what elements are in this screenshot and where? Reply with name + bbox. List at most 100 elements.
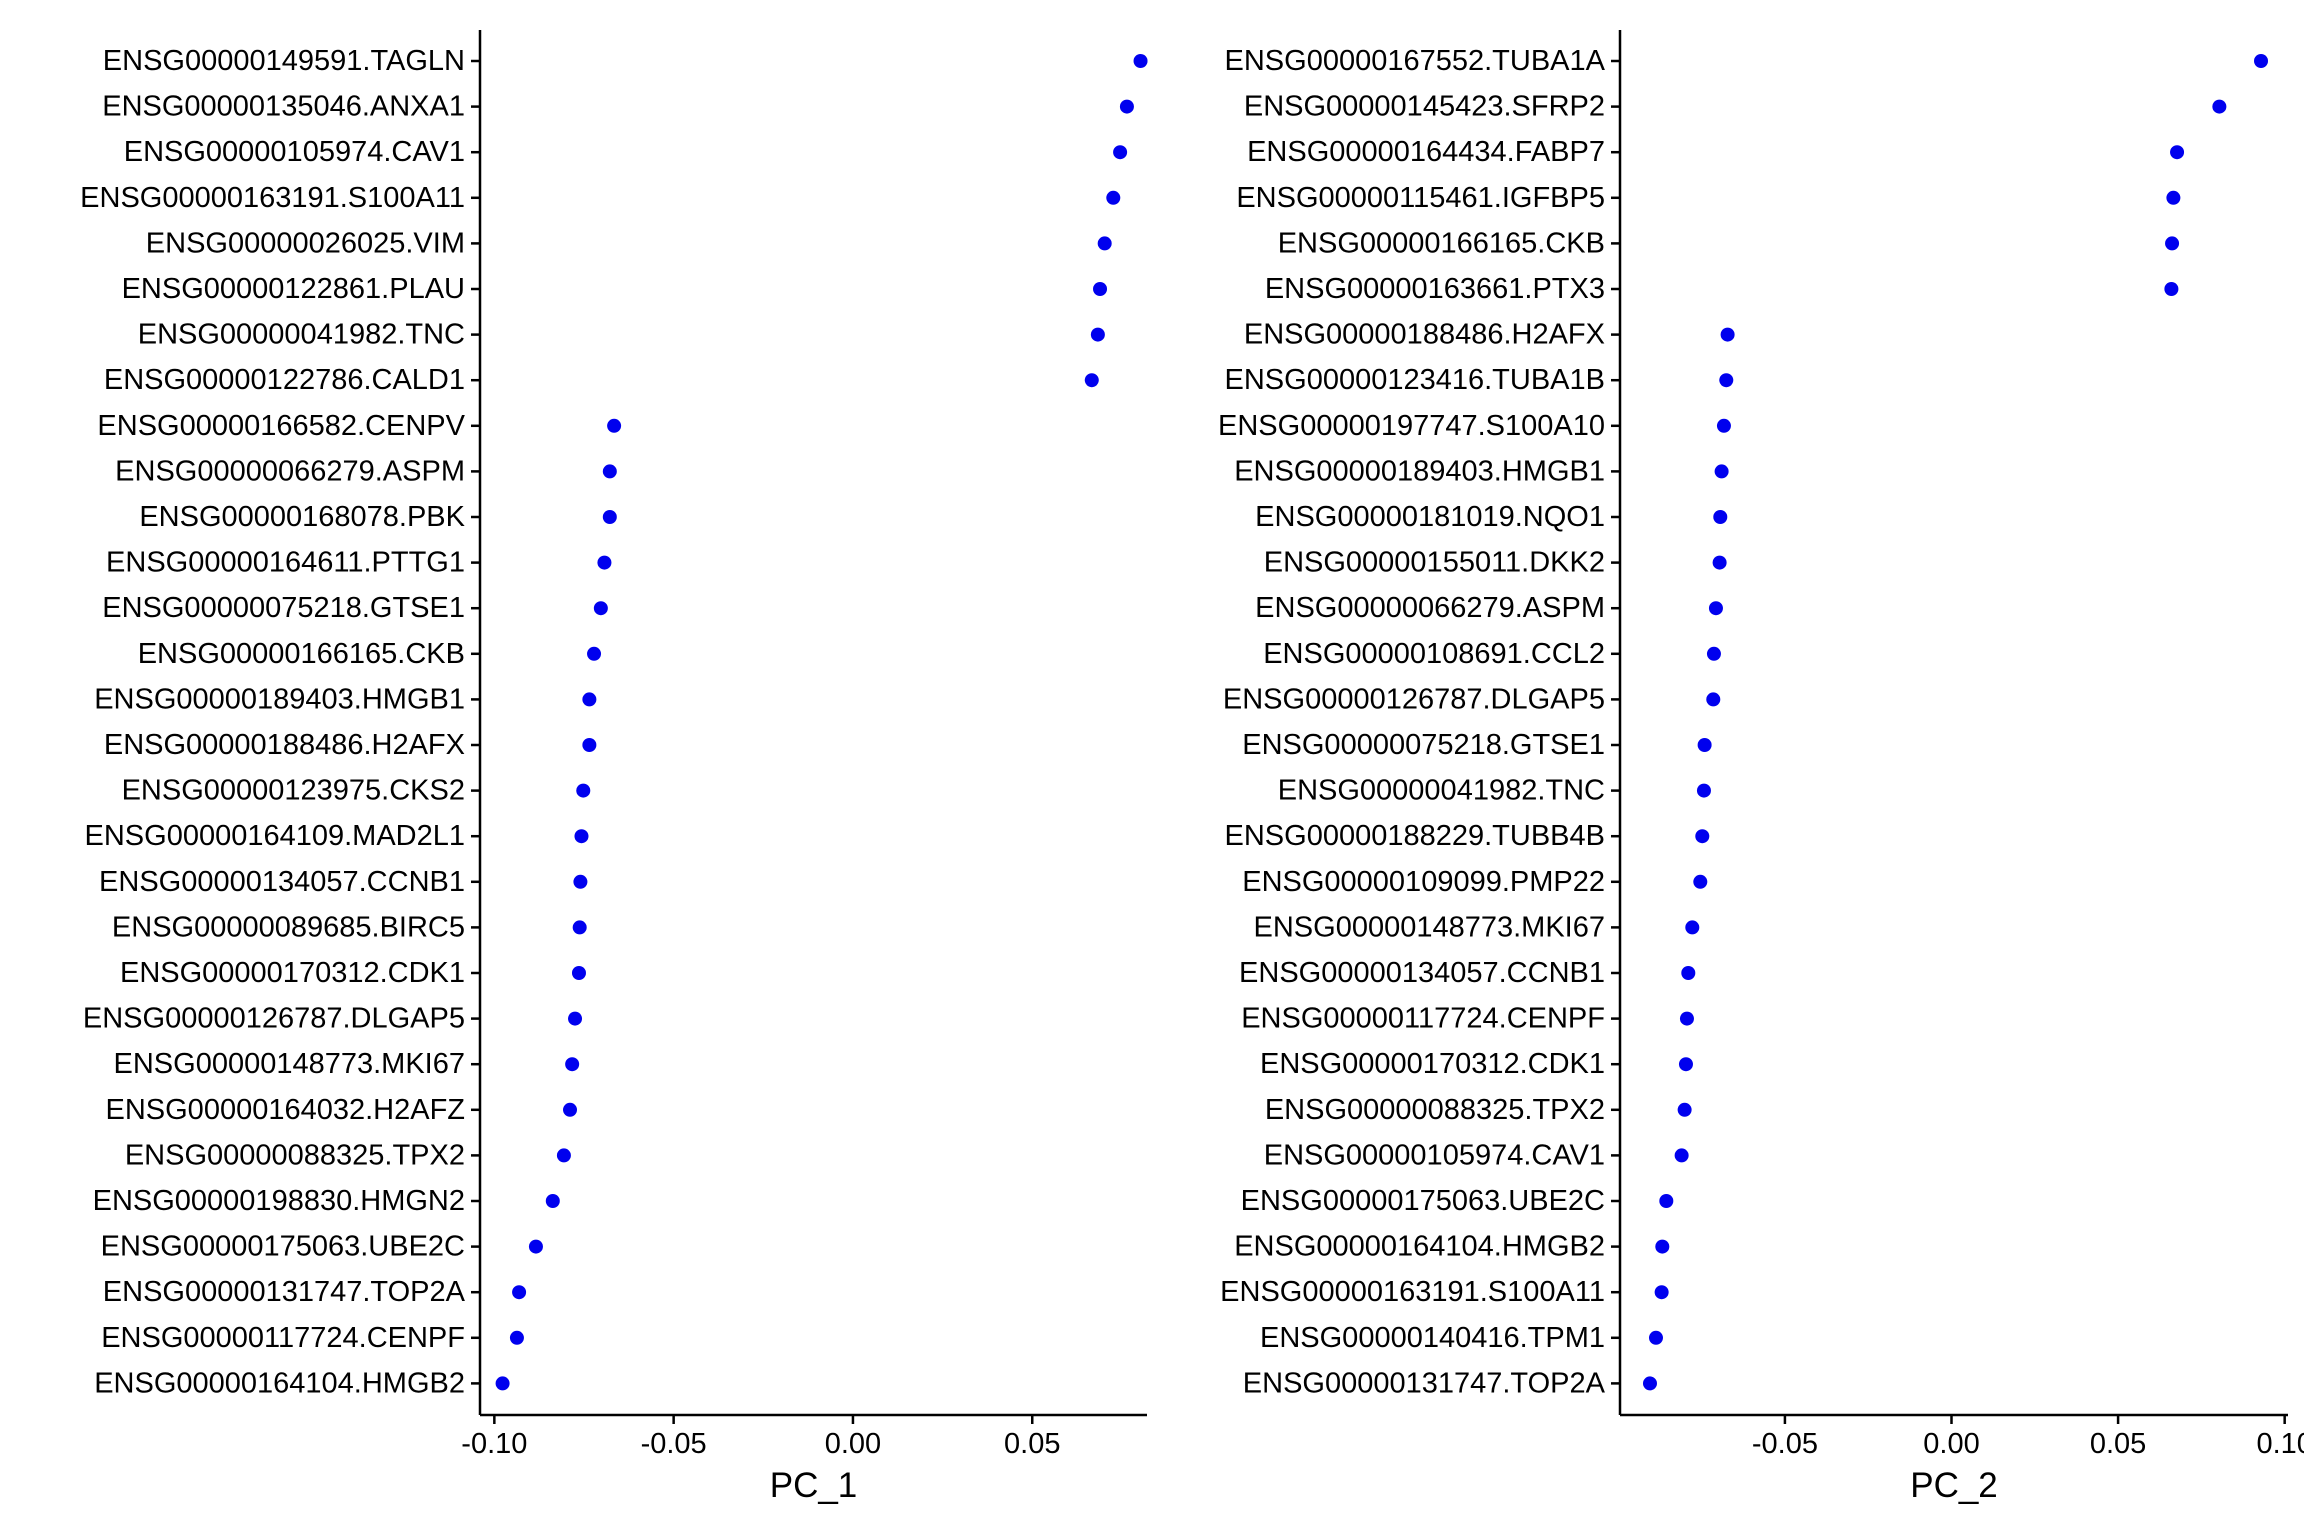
- gene-label: ENSG00000109099.PMP22: [1242, 866, 1605, 898]
- loading-point: [1090, 327, 1105, 342]
- gene-label: ENSG00000131747.TOP2A: [1243, 1367, 1606, 1399]
- loading-point: [602, 510, 617, 524]
- loading-point: [582, 692, 597, 707]
- gene-label: ENSG00000166165.CKB: [1278, 227, 1605, 259]
- gene-label: ENSG00000105974.CAV1: [1264, 1139, 1605, 1171]
- loading-point: [576, 783, 591, 798]
- x-tick-label: 0.00: [825, 1428, 881, 1460]
- gene-label: ENSG00000170312.CDK1: [120, 957, 465, 989]
- gene-label: ENSG00000164104.HMGB2: [1234, 1231, 1605, 1263]
- x-tick-label: 0.00: [1923, 1428, 1979, 1460]
- loading-point: [582, 738, 597, 752]
- loading-point: [1119, 99, 1134, 114]
- loading-point: [1642, 1376, 1657, 1391]
- loading-point: [573, 874, 588, 889]
- gene-label: ENSG00000188486.H2AFX: [1244, 319, 1605, 351]
- gene-label: ENSG00000163191.S100A11: [80, 182, 465, 214]
- gene-label: ENSG00000148773.MKI67: [1254, 911, 1605, 943]
- loading-point: [593, 601, 608, 616]
- gene-label: ENSG00000089685.BIRC5: [112, 911, 465, 943]
- loading-point: [1720, 327, 1735, 342]
- loading-point: [1713, 510, 1728, 524]
- gene-label: ENSG00000075218.GTSE1: [1242, 729, 1605, 761]
- gene-label: ENSG00000175063.UBE2C: [101, 1231, 465, 1263]
- loading-point: [1679, 1011, 1694, 1026]
- loading-point: [2212, 99, 2227, 114]
- loading-point: [1674, 1148, 1689, 1163]
- loading-point: [1712, 555, 1727, 570]
- x-tick-label: 0.05: [2090, 1428, 2146, 1460]
- loading-point: [2170, 145, 2185, 160]
- loading-point: [568, 1011, 583, 1026]
- gene-label: ENSG00000188229.TUBB4B: [1225, 820, 1605, 852]
- loading-point: [512, 1285, 527, 1300]
- loading-point: [1706, 692, 1721, 707]
- loading-point: [2166, 190, 2181, 205]
- loading-point: [1677, 1102, 1692, 1117]
- gene-label: ENSG00000145423.SFRP2: [1244, 91, 1605, 123]
- gene-label: ENSG00000117724.CENPF: [101, 1322, 465, 1354]
- gene-label: ENSG00000041982.TNC: [138, 319, 465, 351]
- x-tick-label: 0.05: [1004, 1428, 1060, 1460]
- gene-label: ENSG00000108691.CCL2: [1263, 638, 1605, 670]
- loading-point: [1706, 646, 1721, 661]
- gene-label: ENSG00000026025.VIM: [146, 227, 465, 259]
- gene-label: ENSG00000134057.CCNB1: [99, 866, 465, 898]
- gene-label: ENSG00000134057.CCNB1: [1239, 957, 1605, 989]
- loading-point: [1654, 1285, 1669, 1300]
- loading-point: [1097, 236, 1112, 251]
- loading-point: [1659, 1194, 1674, 1208]
- loading-point: [571, 966, 586, 980]
- gene-label: ENSG00000066279.ASPM: [115, 455, 465, 487]
- loading-point: [2254, 54, 2269, 68]
- loading-point: [1716, 418, 1731, 433]
- loading-point: [587, 646, 602, 661]
- loading-point: [565, 1057, 580, 1072]
- gene-label: ENSG00000155011.DKK2: [1264, 547, 1605, 579]
- gene-label: ENSG00000163191.S100A11: [1220, 1276, 1605, 1308]
- gene-label: ENSG00000123975.CKS2: [122, 775, 465, 807]
- gene-label: ENSG00000123416.TUBA1B: [1225, 364, 1605, 396]
- loading-point: [1113, 145, 1128, 160]
- gene-label: ENSG00000164032.H2AFZ: [106, 1094, 466, 1126]
- gene-label: ENSG00000122786.CALD1: [104, 364, 465, 396]
- gene-label: ENSG00000168078.PBK: [139, 501, 465, 533]
- gene-label: ENSG00000066279.ASPM: [1255, 592, 1605, 624]
- gene-label: ENSG00000181019.NQO1: [1255, 501, 1605, 533]
- gene-label: ENSG00000166582.CENPV: [97, 410, 465, 442]
- loading-point: [2164, 282, 2179, 296]
- gene-label: ENSG00000164104.HMGB2: [94, 1367, 465, 1399]
- loading-point: [1084, 373, 1099, 388]
- gene-label: ENSG00000167552.TUBA1A: [1225, 45, 1606, 77]
- pc2-loadings-panel: ENSG00000167552.TUBA1A ENSG00000145423.SF…: [1218, 30, 2304, 1505]
- x-tick-label: 0.10: [2256, 1428, 2304, 1460]
- loading-point: [545, 1194, 560, 1208]
- loading-point: [495, 1376, 510, 1391]
- gene-label: ENSG00000148773.MKI67: [114, 1048, 465, 1080]
- loading-point: [556, 1148, 571, 1163]
- loading-point: [1685, 920, 1700, 935]
- loading-point: [1708, 601, 1723, 616]
- gene-label: ENSG00000117724.CENPF: [1241, 1003, 1605, 1035]
- loading-point: [1106, 190, 1121, 205]
- gene-label: ENSG00000175063.UBE2C: [1241, 1185, 1605, 1217]
- x-axis-title: PC_2: [1910, 1466, 1998, 1505]
- loading-point: [1696, 783, 1711, 798]
- pc1-loadings-panel: ENSG00000149591.TAGLN ENSG00000135046.ANX…: [80, 30, 1148, 1505]
- gene-label: ENSG00000164611.PTTG1: [106, 547, 465, 579]
- loading-point: [597, 555, 612, 570]
- x-tick-label: -0.05: [641, 1428, 707, 1460]
- loading-point: [528, 1239, 543, 1254]
- gene-label: ENSG00000135046.ANXA1: [102, 91, 465, 123]
- loading-point: [509, 1330, 524, 1345]
- gene-label: ENSG00000166165.CKB: [138, 638, 465, 670]
- gene-label: ENSG00000126787.DLGAP5: [83, 1003, 465, 1035]
- gene-label: ENSG00000105974.CAV1: [124, 136, 465, 168]
- gene-label: ENSG00000115461.IGFBP5: [1236, 182, 1605, 214]
- loading-point: [1648, 1330, 1663, 1345]
- gene-label: ENSG00000197747.S100A10: [1218, 410, 1605, 442]
- loading-point: [574, 829, 589, 844]
- loading-point: [1714, 464, 1729, 479]
- loading-point: [563, 1102, 578, 1117]
